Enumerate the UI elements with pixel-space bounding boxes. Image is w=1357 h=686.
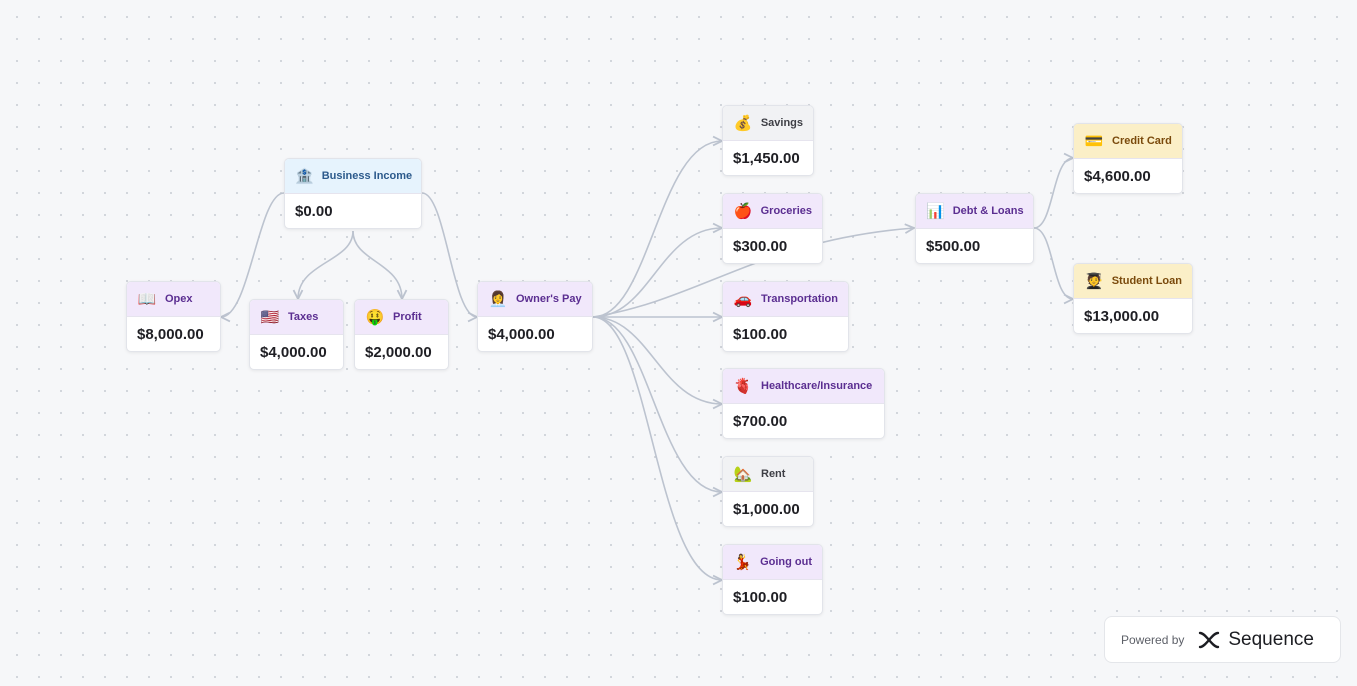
node-label: Transportation (760, 293, 838, 305)
sequence-wordmark: Sequence (1228, 628, 1314, 650)
node-going-out[interactable]: 💃 Going out $100.00 (722, 544, 823, 615)
node-value: $1,000.00 (733, 500, 800, 518)
node-header: 🇺🇸 Taxes (250, 300, 343, 335)
bank-icon: 🏦 (295, 167, 314, 185)
node-value: $700.00 (733, 412, 788, 430)
node-label: Owner's Pay (516, 293, 582, 305)
node-header: 🫀 Healthcare/Insurance (723, 369, 884, 404)
edge-debtloans-studentloan (1033, 227, 1073, 299)
node-value: $13,000.00 (1084, 307, 1160, 325)
node-label: Healthcare/Insurance (761, 380, 873, 392)
powered-by-label: Powered by (1121, 632, 1185, 647)
node-header: 🤑 Profit (355, 300, 448, 335)
node-business-income[interactable]: 🏦 Business Income $0.00 (284, 158, 422, 229)
powered-by-badge[interactable]: Powered by Sequence (1104, 616, 1341, 663)
node-value: $4,600.00 (1084, 167, 1151, 185)
node-header: 🚗 Transportation (723, 282, 848, 317)
edge-income-taxes (298, 230, 354, 299)
edge-income-ownerspay (421, 192, 477, 317)
node-header: 🏦 Business Income (285, 159, 421, 194)
edge-income-opex (221, 192, 285, 317)
node-label: Student Loan (1111, 275, 1182, 287)
node-value: $8,000.00 (137, 325, 204, 343)
node-transportation[interactable]: 🚗 Transportation $100.00 (722, 281, 849, 352)
node-value: $300.00 (733, 237, 788, 255)
edge-ownerspay-savings (592, 141, 722, 318)
node-value: $4,000.00 (260, 343, 327, 361)
book-icon: 📖 (137, 290, 157, 308)
node-header: 🧑‍🎓 Student Loan (1074, 264, 1192, 299)
node-header: 👩‍💼 Owner's Pay (478, 282, 592, 317)
node-healthcare-insurance[interactable]: 🫀 Healthcare/Insurance $700.00 (722, 368, 885, 439)
node-header: 🍎 Groceries (723, 194, 822, 229)
node-debt-loans[interactable]: 📊 Debt & Loans $500.00 (915, 193, 1034, 264)
node-header: 💳 Credit Card (1074, 124, 1182, 159)
graduate-icon: 🧑‍🎓 (1084, 272, 1104, 290)
heart-icon: 🫀 (733, 377, 753, 395)
node-value: $4,000.00 (488, 325, 555, 343)
node-value: $0.00 (295, 202, 333, 220)
businesswoman-icon: 👩‍💼 (488, 290, 508, 308)
node-label: Opex (165, 293, 193, 305)
car-icon: 🚗 (733, 290, 753, 308)
node-header: 🏡 Rent (723, 457, 813, 492)
node-value: $100.00 (733, 325, 788, 343)
house-icon: 🏡 (733, 465, 753, 483)
node-header: 📊 Debt & Loans (916, 194, 1033, 229)
node-label: Profit (393, 311, 422, 323)
node-label: Groceries (760, 205, 812, 217)
node-header: 💃 Going out (723, 545, 822, 580)
node-groceries[interactable]: 🍎 Groceries $300.00 (722, 193, 823, 264)
edge-ownerspay-goingout (592, 316, 722, 580)
node-profit[interactable]: 🤑 Profit $2,000.00 (354, 299, 449, 370)
node-value: $1,450.00 (733, 149, 800, 167)
node-label: Taxes (288, 311, 319, 323)
node-taxes[interactable]: 🇺🇸 Taxes $4,000.00 (249, 299, 344, 370)
sequence-logo-icon (1199, 631, 1220, 648)
node-label: Going out (760, 556, 812, 568)
edge-debtloans-creditcard (1033, 158, 1073, 229)
sequence-brand: Sequence (1198, 629, 1314, 651)
node-owners-pay[interactable]: 👩‍💼 Owner's Pay $4,000.00 (477, 281, 593, 352)
node-savings[interactable]: 💰 Savings $1,450.00 (722, 105, 814, 176)
edge-ownerspay-groceries (592, 228, 722, 318)
node-value: $100.00 (733, 588, 788, 606)
node-header: 💰 Savings (723, 106, 813, 141)
us-flag-icon: 🇺🇸 (260, 308, 280, 326)
node-value: $500.00 (926, 237, 981, 255)
node-student-loan[interactable]: 🧑‍🎓 Student Loan $13,000.00 (1073, 263, 1193, 334)
edge-ownerspay-rent (592, 316, 722, 492)
node-label: Savings (760, 117, 803, 129)
node-opex[interactable]: 📖 Opex $8,000.00 (126, 281, 221, 352)
node-rent[interactable]: 🏡 Rent $1,000.00 (722, 456, 814, 527)
node-label: Debt & Loans (952, 205, 1024, 217)
node-credit-card[interactable]: 💳 Credit Card $4,600.00 (1073, 123, 1183, 194)
node-label: Credit Card (1112, 135, 1172, 147)
node-value: $2,000.00 (365, 343, 432, 361)
node-label: Rent (761, 468, 786, 480)
money-face-icon: 🤑 (365, 308, 385, 326)
edge-ownerspay-debtloans (592, 228, 914, 318)
edge-income-profit (352, 230, 402, 299)
dancer-icon: 💃 (733, 553, 752, 571)
node-header: 📖 Opex (127, 282, 220, 317)
credit-card-icon: 💳 (1084, 132, 1104, 150)
money-bag-icon: 💰 (733, 114, 753, 132)
node-label: Business Income (321, 170, 413, 182)
apple-icon: 🍎 (733, 202, 753, 220)
edge-ownerspay-healthcare (592, 316, 722, 404)
bar-chart-icon: 📊 (926, 202, 945, 220)
